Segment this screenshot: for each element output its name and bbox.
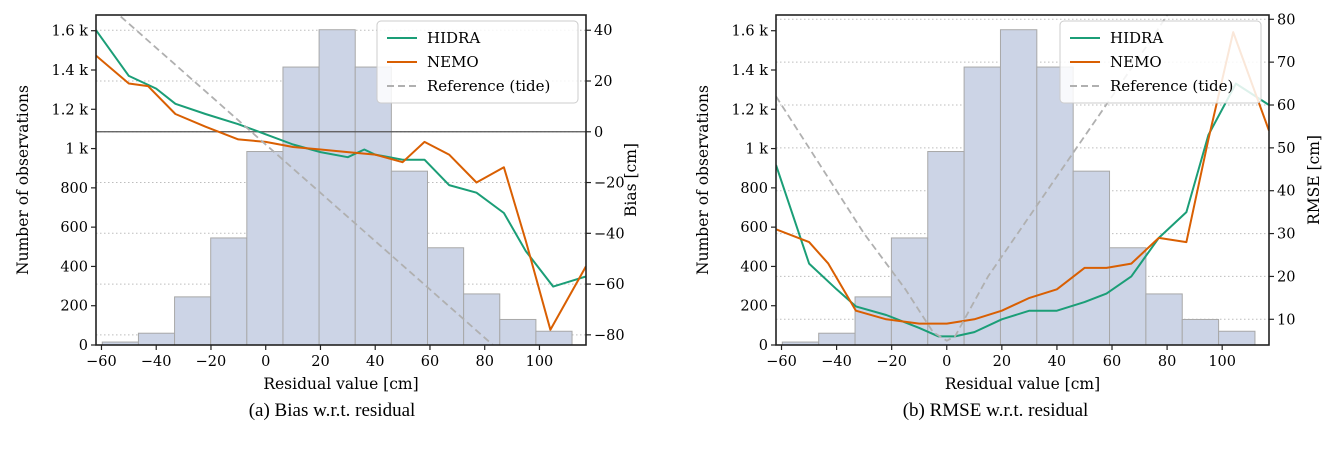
x-tick-label: −20 (876, 354, 907, 370)
histogram-bar (1072, 170, 1111, 345)
x-tick-label: 80 (1158, 354, 1176, 370)
x-tick-label: 0 (261, 354, 270, 370)
plot-frame (95, 14, 587, 346)
y-right-axis-label: Bias [cm] (622, 143, 640, 217)
x-axis-label: Residual value [cm] (263, 375, 418, 393)
caption-bias: (a) Bias w.r.t. residual (248, 400, 416, 421)
histogram-bar (137, 332, 176, 345)
histogram-bar (818, 332, 856, 345)
y-left-tick-label: 800 (740, 181, 768, 197)
histogram-bar (210, 237, 248, 345)
panel-bias: −60 −40 −20 0 20 40 60 80 100 0 200 400 600 800 1 k 1.2… (14, 14, 640, 393)
y-left-tick-label: 1.2 k (732, 102, 769, 118)
histogram-bar (499, 318, 537, 345)
histogram-bar (1145, 293, 1183, 345)
y-right-tick-label: 50 (1277, 141, 1295, 157)
histogram-bar (1218, 330, 1256, 345)
x-axis-label: Residual value [cm] (945, 375, 1100, 393)
y-right-tick-label: −20 (594, 176, 625, 192)
plot-frame (775, 14, 1270, 346)
y-right-tick-label: 30 (1277, 227, 1295, 243)
histogram-bar (1036, 66, 1074, 345)
x-tick-label: 0 (942, 354, 951, 370)
y-right-tick-label: −80 (594, 328, 625, 344)
y-left-tick-label: 1.6 k (52, 24, 89, 40)
legend-label: Reference (tide) (1110, 77, 1233, 95)
y-left-tick-label: 200 (740, 299, 768, 315)
x-tick-label: 20 (311, 354, 329, 370)
x-tick-label: −60 (766, 354, 797, 370)
histogram-bar (463, 293, 501, 345)
y-right-tick-label: 20 (594, 74, 612, 90)
x-tick-label: −20 (196, 354, 227, 370)
histogram-bar (1181, 318, 1220, 345)
histogram-bar (535, 330, 573, 345)
histogram-bar (246, 151, 284, 345)
x-tick-label: 80 (475, 354, 493, 370)
x-tick-label: −60 (86, 354, 117, 370)
histogram-bar (963, 66, 1001, 345)
histogram-bar (282, 66, 320, 345)
x-tick-label: 40 (366, 354, 384, 370)
y-right-tick-label: 10 (1277, 312, 1295, 328)
series-line-reference (117, 15, 494, 345)
x-tick-label: 60 (421, 354, 439, 370)
series-line-nemo (776, 31, 1269, 325)
histogram-bar (354, 66, 392, 345)
y-right-tick-label: 60 (1277, 98, 1295, 114)
plot-area (96, 15, 586, 345)
legend-box (376, 20, 579, 104)
y-right-tick-label: 80 (1277, 12, 1295, 28)
y-left-tick-label: 1 k (745, 142, 768, 158)
y-left-tick-label: 0 (759, 338, 768, 354)
y-left-tick-label: 1.6 k (732, 24, 769, 40)
legend-label: HIDRA (427, 29, 480, 47)
y-left-tick-label: 1.2 k (52, 102, 89, 118)
x-tick-label: −40 (141, 354, 172, 370)
series-line-nemo (96, 54, 586, 331)
legend-label: Reference (tide) (427, 77, 550, 95)
legend-label: NEMO (427, 53, 479, 71)
y-left-tick-label: 400 (60, 259, 88, 275)
y-right-axis-label: RMSE [cm] (1305, 135, 1323, 225)
y-left-tick-label: 0 (79, 338, 88, 354)
y-left-tick-label: 800 (60, 181, 88, 197)
y-right-tick-label: 40 (594, 23, 612, 39)
y-left-axis-label: Number of observations (14, 85, 32, 275)
y-left-tick-label: 1 k (65, 142, 88, 158)
y-right-tick-label: −40 (594, 226, 625, 242)
y-left-tick-label: 200 (60, 299, 88, 315)
y-right-tick-label: 40 (1277, 184, 1295, 200)
legend-box (1059, 20, 1262, 104)
y-right-tick-label: 0 (594, 125, 603, 141)
histogram-bar (427, 247, 465, 345)
y-left-tick-label: 1.4 k (52, 63, 89, 79)
y-left-axis-label: Number of observations (694, 85, 712, 275)
y-left-tick-label: 1.4 k (732, 63, 769, 79)
panel-rmse: −60 −40 −20 0 20 40 60 80 100 0 200 400 600 800 1 k 1.2… (664, 0, 1327, 449)
histogram-bar (854, 296, 892, 345)
x-tick-label: 100 (1208, 354, 1236, 370)
rmse-chart-svg: −60 −40 −20 0 20 40 60 80 100 0 200 400 600 800 1 k 1.2… (694, 12, 1323, 393)
caption-rmse: (b) RMSE w.r.t. residual (902, 400, 1089, 421)
y-left-tick-label: 600 (740, 220, 768, 236)
legend-label: HIDRA (1110, 29, 1163, 47)
series-line-hidra (776, 82, 1269, 338)
y-right-tick-label: 20 (1277, 269, 1295, 285)
y-right-tick-label: 70 (1277, 55, 1295, 71)
histogram-bar (174, 296, 212, 345)
y-left-tick-label: 400 (740, 259, 768, 275)
x-tick-label: 100 (526, 354, 554, 370)
legend-label: NEMO (1110, 53, 1162, 71)
y-left-tick-label: 600 (60, 220, 88, 236)
x-tick-label: 40 (1048, 354, 1066, 370)
histogram-bar (927, 151, 965, 345)
histogram-bar (318, 29, 356, 345)
x-tick-label: −40 (821, 354, 852, 370)
x-tick-label: 20 (993, 354, 1011, 370)
histogram-bar (390, 170, 429, 345)
x-tick-label: 60 (1103, 354, 1121, 370)
y-right-tick-label: −60 (594, 277, 625, 293)
